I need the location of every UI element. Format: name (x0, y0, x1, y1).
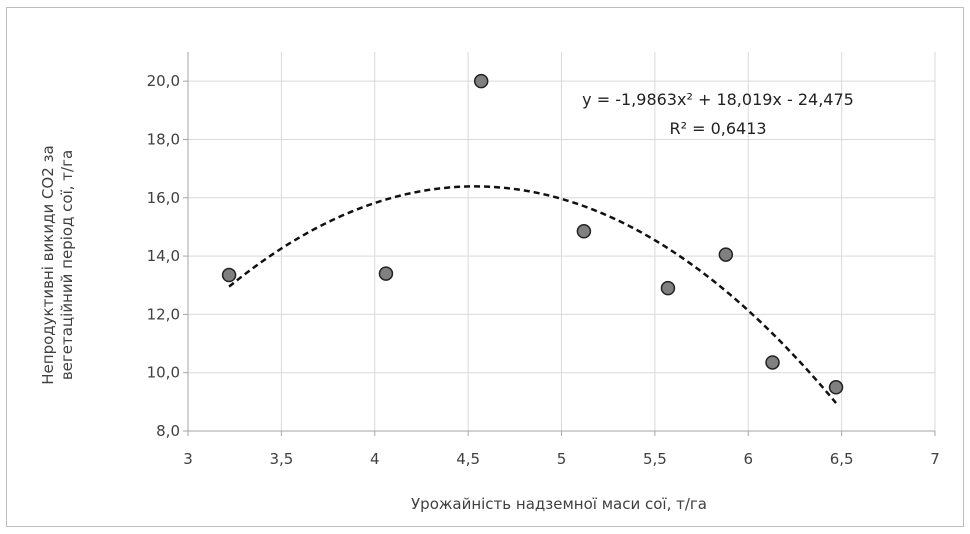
x-tick-labels: 3 3,5 4 4,5 5 5,5 6 6,5 7 (183, 450, 940, 468)
y-tick-label: 18,0 (147, 130, 180, 148)
y-tick-label: 20,0 (147, 72, 180, 90)
y-tick-label: 12,0 (147, 305, 180, 323)
y-axis-title: Непродуктивні викиди СО2 за вегетаційний… (39, 145, 76, 384)
trendline-equation: y = -1,9863x² + 18,019x - 24,475 (582, 90, 854, 109)
x-tick-label: 7 (930, 450, 940, 468)
x-tick-label: 3,5 (269, 450, 293, 468)
x-tick-label: 5,5 (643, 450, 667, 468)
y-tick-label: 8,0 (156, 422, 180, 440)
y-tick-label: 10,0 (147, 364, 180, 382)
trendline (228, 185, 837, 404)
data-point (378, 266, 394, 281)
data-point (828, 380, 844, 395)
y-axis-title-line-2: вегетаційний період сої, т/га (58, 150, 76, 380)
grid-lines (188, 52, 936, 431)
data-point (660, 280, 676, 296)
x-tick-label: 6,5 (830, 450, 854, 468)
data-point (765, 355, 780, 370)
data-point (221, 267, 237, 283)
x-tick-label: 4,5 (456, 450, 480, 468)
trendline-r-squared: R² = 0,6413 (669, 119, 766, 138)
data-point (473, 73, 489, 89)
data-points (221, 73, 844, 395)
axes (183, 52, 936, 436)
y-tick-label: 14,0 (147, 247, 180, 265)
y-tick-labels: 8,0 10,0 12,0 14,0 16,0 18,0 20,0 (147, 72, 180, 440)
y-axis-title-line-1: Непродуктивні викиди СО2 за (39, 145, 57, 384)
x-tick-label: 5 (557, 450, 567, 468)
chart-frame (6, 7, 964, 527)
y-tick-label: 16,0 (147, 189, 180, 207)
data-point (718, 247, 734, 262)
x-axis-title: Урожайність надземної маси сої, т/га (411, 495, 707, 513)
x-tick-label: 4 (370, 450, 380, 468)
data-point (576, 224, 592, 239)
x-tick-label: 3 (183, 450, 193, 468)
x-tick-label: 6 (743, 450, 753, 468)
